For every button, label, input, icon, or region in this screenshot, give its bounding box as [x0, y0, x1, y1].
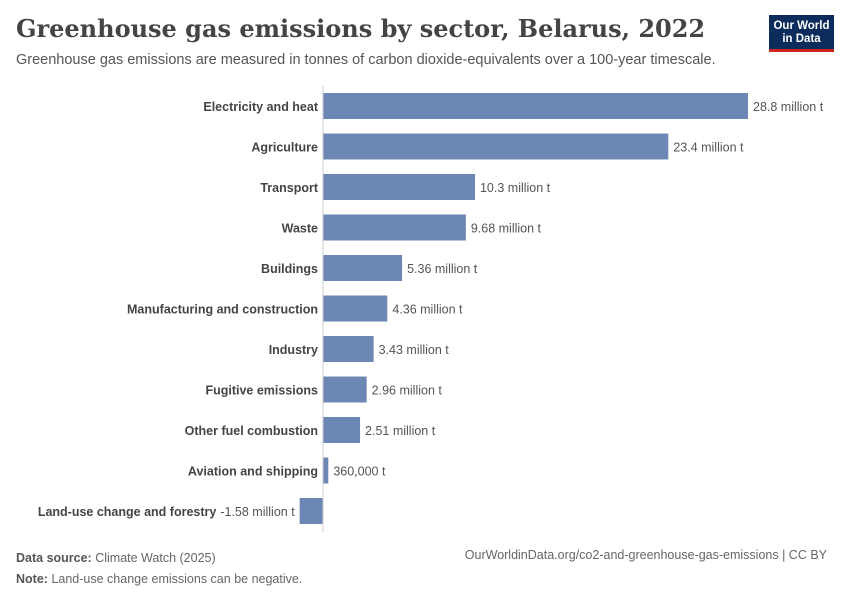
bar-value-label: 360,000 t — [333, 465, 386, 479]
owid-logo[interactable]: Our World in Data — [769, 15, 834, 52]
bar[interactable] — [323, 214, 466, 241]
source-url[interactable]: OurWorldinData.org/co2-and-greenhouse-ga… — [464, 548, 827, 562]
bar-row[interactable]: 360,000 t Aviation and shipping — [188, 457, 386, 484]
chart-subtitle: Greenhouse gas emissions are measured in… — [16, 52, 716, 68]
logo-line-2: in Data — [782, 33, 821, 45]
bar-value-label: 10.3 million t — [480, 181, 551, 195]
bar-row[interactable]: 2.51 million t Other fuel combustion — [185, 417, 436, 443]
bar-row[interactable]: 5.36 million t Buildings — [261, 255, 478, 281]
bar-category-label: Waste — [282, 222, 318, 236]
bar-category-label: Buildings — [261, 262, 318, 276]
data-source-label: Data source: — [16, 551, 92, 565]
bar-row[interactable]: 9.68 million t Waste — [282, 214, 542, 241]
bar-category-label: Industry — [269, 343, 318, 357]
bar-value-label: 28.8 million t — [753, 100, 824, 114]
data-source-link[interactable]: Climate Watch (2025) — [95, 551, 216, 565]
logo-line-1: Our World — [773, 20, 830, 32]
bar-category-label: Agriculture — [251, 141, 318, 155]
bar-category-label: Fugitive emissions — [205, 384, 318, 398]
note-text: Land-use change emissions can be negativ… — [51, 572, 303, 586]
bar[interactable] — [323, 295, 388, 322]
bar-category-label: Other fuel combustion — [185, 424, 318, 438]
bar-category-label: Transport — [260, 181, 318, 195]
bar[interactable] — [323, 93, 748, 119]
bar-value-label: -1.58 million t — [220, 505, 295, 519]
bar-row[interactable]: 10.3 million t Transport — [260, 174, 551, 200]
bar-value-label: 4.36 million t — [392, 303, 463, 317]
bar-value-label: 5.36 million t — [407, 262, 478, 276]
bar-category-label: Manufacturing and construction — [127, 303, 318, 317]
bar-row[interactable]: 23.4 million t Agriculture — [251, 133, 744, 160]
bar-row[interactable]: 3.43 million t Industry — [269, 336, 450, 362]
bar[interactable] — [323, 255, 403, 281]
bar-category-label: Land-use change and forestry — [38, 505, 217, 519]
chart-title: Greenhouse gas emissions by sector, Bela… — [16, 14, 706, 43]
bar-value-label: 9.68 million t — [471, 222, 542, 236]
bar[interactable] — [299, 498, 323, 524]
note-label: Note: — [16, 572, 48, 586]
data-source: Data source: Climate Watch (2025) — [16, 548, 302, 569]
bar-row[interactable]: 2.96 million t Fugitive emissions — [205, 376, 443, 403]
bar[interactable] — [323, 457, 329, 484]
bar[interactable] — [323, 133, 669, 160]
bar-row[interactable]: 4.36 million t Manufacturing and construc… — [127, 295, 463, 322]
bar-category-label: Aviation and shipping — [188, 465, 318, 479]
bar-value-label: 3.43 million t — [379, 343, 450, 357]
chart-note: Note: Land-use change emissions can be n… — [16, 569, 302, 590]
bar[interactable] — [323, 417, 361, 443]
footer-notes: Data source: Climate Watch (2025) Note: … — [16, 548, 302, 590]
bar-chart: 28.8 million t Electricity and heat 23.4 m… — [38, 86, 824, 532]
bar-category-label: Electricity and heat — [203, 100, 318, 114]
bar-value-label: 23.4 million t — [673, 141, 744, 155]
bar-value-label: 2.51 million t — [365, 424, 436, 438]
bar-value-label: 2.96 million t — [372, 384, 443, 398]
bar[interactable] — [323, 376, 367, 403]
bar-row[interactable]: 28.8 million t Electricity and heat — [203, 93, 824, 119]
bar[interactable] — [323, 336, 374, 362]
bar[interactable] — [323, 174, 475, 200]
